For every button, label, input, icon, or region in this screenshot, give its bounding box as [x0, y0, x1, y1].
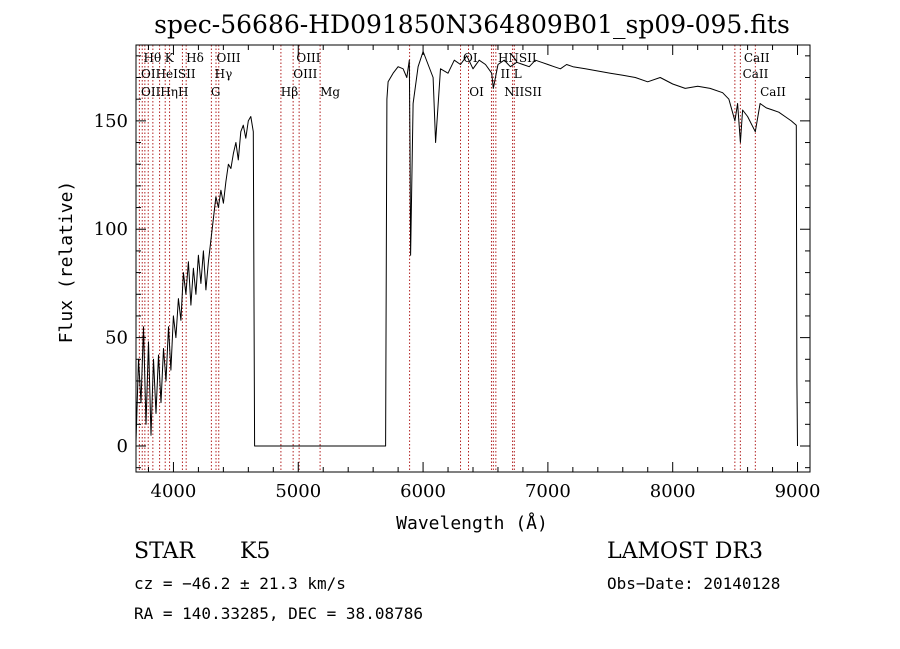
- series-layer: [135, 51, 798, 447]
- line-label: Hθ: [143, 51, 161, 65]
- y-tick-label: 0: [117, 436, 128, 457]
- line-label: Hδ: [186, 51, 204, 65]
- x-tick-label: 4000: [151, 481, 197, 502]
- line-label: OIII: [296, 51, 320, 65]
- x-tick-label: 5000: [275, 481, 321, 502]
- line-label-layer: Hθ K Hδ OIII OIII OI HNSII CaII OIHeISII Hγ OIII II…: [141, 51, 786, 99]
- line-label: CaII: [744, 51, 770, 65]
- line-label: K: [165, 51, 175, 65]
- line-label: HNSII: [498, 51, 537, 65]
- x-tick-label: 9000: [775, 481, 821, 502]
- line-label: OIII: [217, 51, 241, 65]
- line-label: II L: [500, 67, 521, 81]
- line-label: CaII: [760, 85, 786, 99]
- y-tick-label: 50: [105, 328, 128, 349]
- y-tick-label: 100: [94, 219, 128, 240]
- line-label: OIII: [293, 67, 317, 81]
- line-label: Hγ: [215, 67, 233, 81]
- line-label: CaII: [743, 67, 769, 81]
- plot-frame: [135, 44, 811, 473]
- y-axis-label: Flux (relative): [56, 181, 77, 344]
- redshift-text: cz = −46.2 ± 21.3 km/s: [134, 574, 346, 593]
- line-label: Mg: [320, 85, 340, 99]
- line-label: OI: [469, 85, 484, 99]
- line-label: OI: [463, 51, 478, 65]
- y-tick-label: 150: [94, 111, 128, 132]
- line-label: OIIHηH: [141, 85, 188, 99]
- x-tick-label: 6000: [400, 481, 446, 502]
- x-axis-label: Wavelength (Å): [396, 512, 548, 534]
- chart-title: spec-56686-HD091850N364809B01_sp09-095.f…: [154, 10, 790, 39]
- x-tick-label: 8000: [650, 481, 696, 502]
- tick-layer: 4000 5000 6000 7000 8000 9000 0 50 100 150: [94, 45, 821, 502]
- line-label: NIISII: [504, 85, 542, 99]
- line-marker-layer: [138, 45, 756, 472]
- line-label: OIHeISII: [141, 67, 196, 81]
- spectrum-line-0: [135, 51, 798, 447]
- line-label: Hβ: [281, 85, 298, 99]
- subclass-label: K5: [240, 539, 271, 564]
- class-label: STAR: [134, 539, 195, 564]
- x-tick-label: 7000: [525, 481, 571, 502]
- obs-date-text: Obs−Date: 20140128: [607, 574, 781, 593]
- line-label: G: [211, 85, 221, 99]
- survey-label: LAMOST DR3: [607, 539, 763, 564]
- coordinates-text: RA = 140.33285, DEC = 38.08786: [134, 604, 423, 623]
